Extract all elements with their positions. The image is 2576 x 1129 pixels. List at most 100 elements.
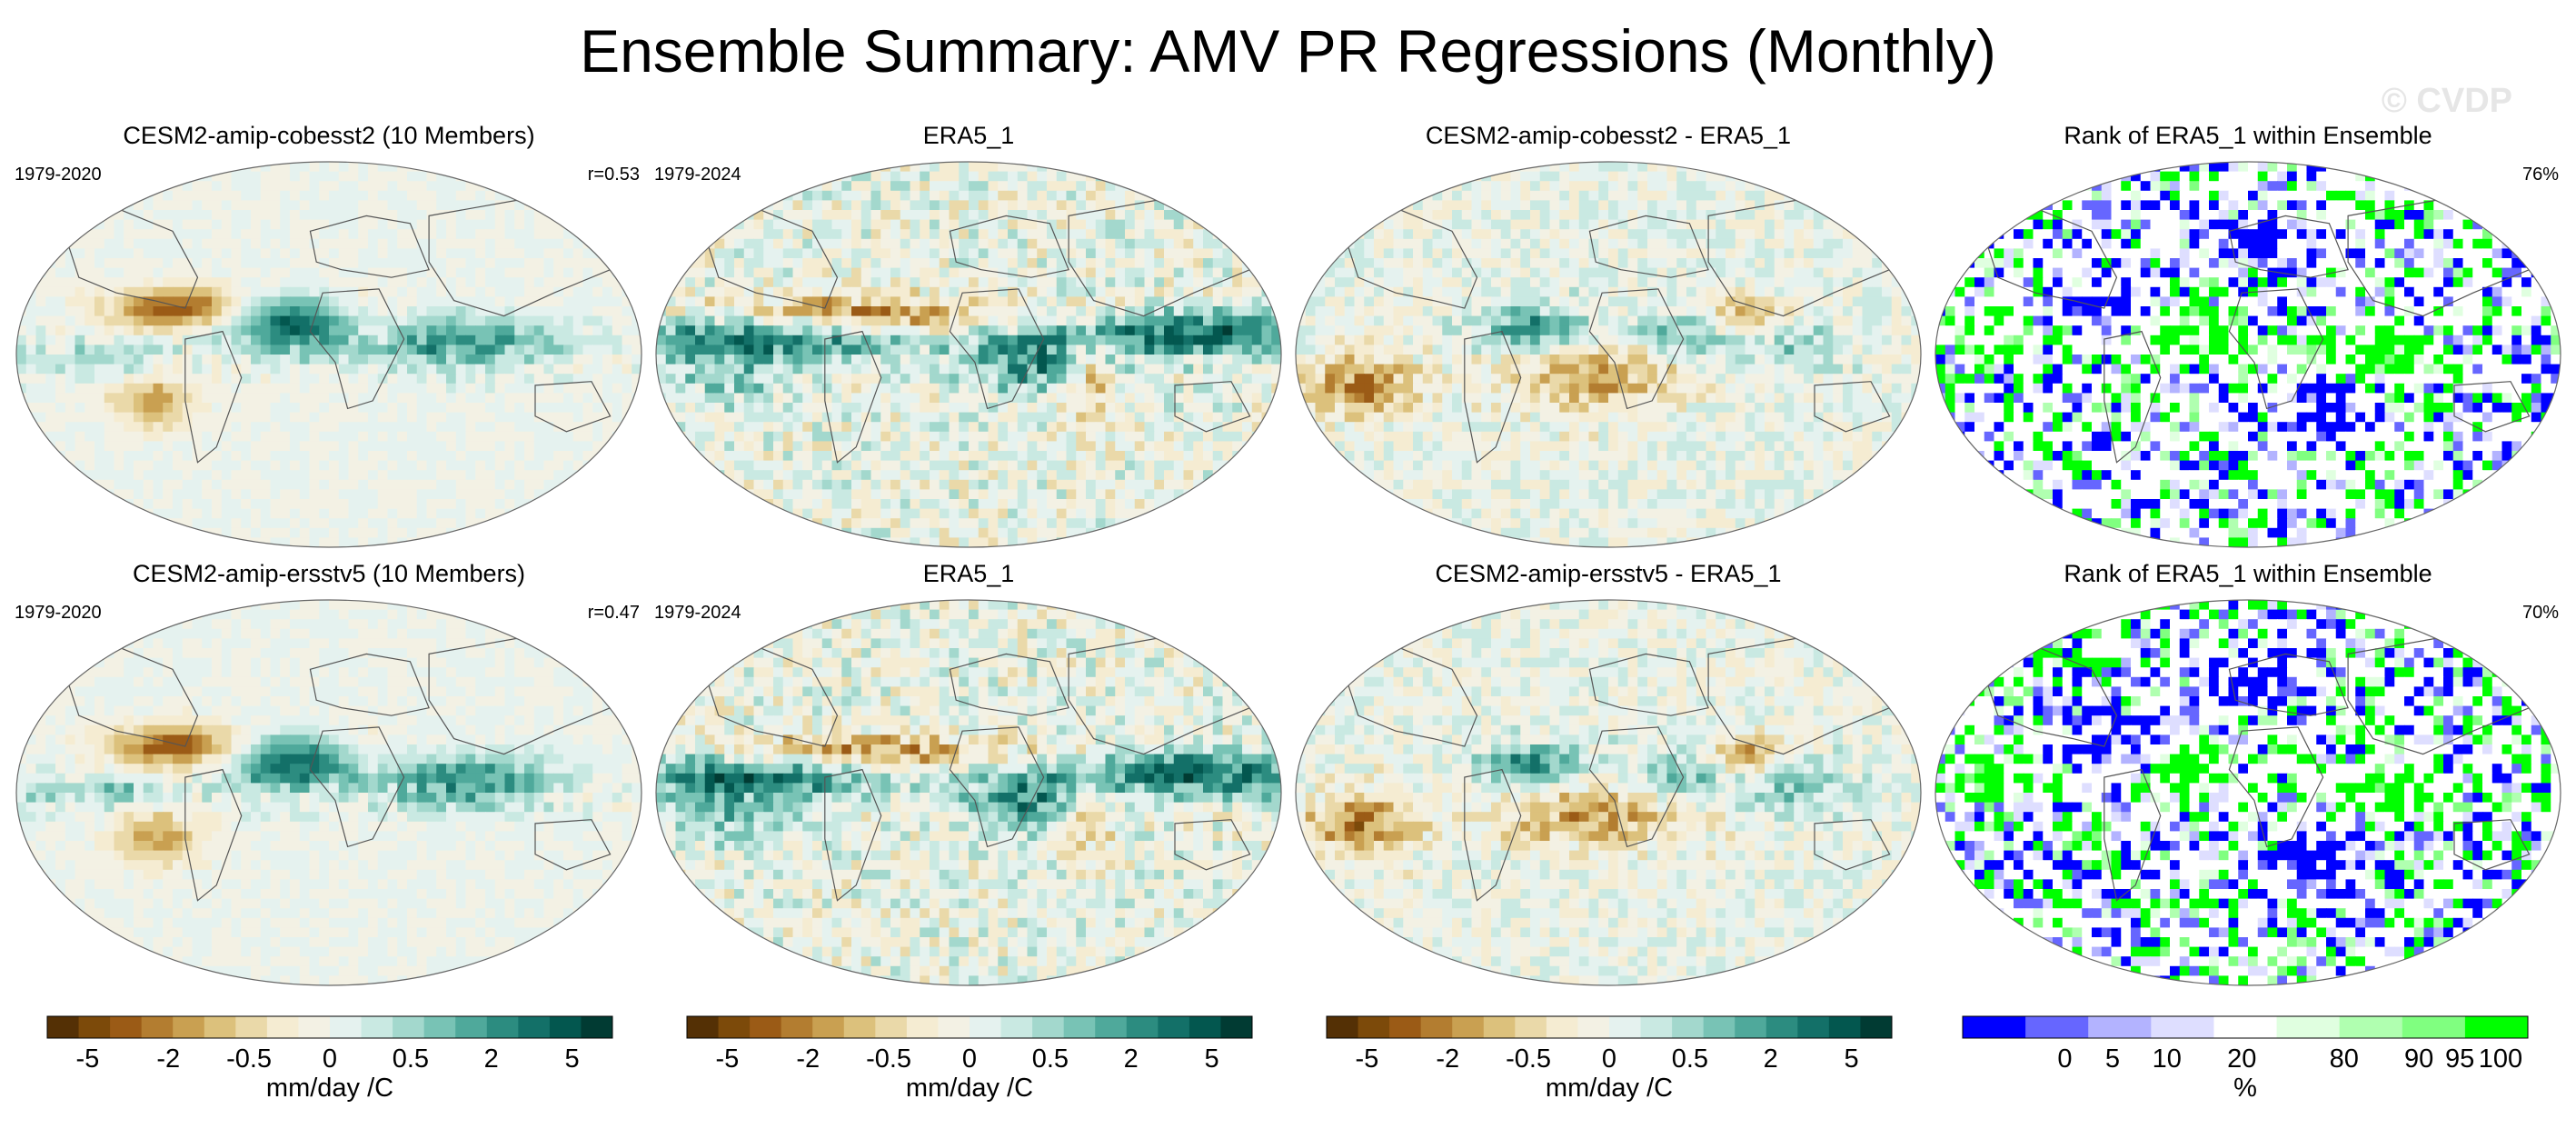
- map-cell: [35, 325, 46, 336]
- map-cell: [612, 210, 623, 221]
- map-cell: [25, 277, 37, 288]
- map-cell: [514, 248, 525, 259]
- map-cell: [900, 229, 911, 240]
- map-cell: [75, 451, 85, 462]
- map-cell: [1115, 383, 1126, 394]
- map-cell: [290, 238, 301, 249]
- map-cell: [582, 537, 593, 547]
- map-cell: [860, 374, 872, 385]
- map-cell: [1037, 518, 1048, 529]
- map-cell: [377, 258, 389, 269]
- map-cell: [348, 364, 359, 375]
- map-cell: [1066, 345, 1077, 355]
- map-cell: [773, 403, 784, 414]
- map-cell: [134, 422, 144, 433]
- map-cell: [358, 162, 369, 173]
- map-cell: [65, 296, 76, 307]
- map-cell: [436, 518, 447, 529]
- map-cell: [1105, 470, 1116, 481]
- map-cell: [1242, 210, 1253, 221]
- map-cell: [270, 171, 281, 182]
- map-cell: [221, 190, 233, 201]
- map-cell: [773, 412, 784, 423]
- map-cell: [1154, 171, 1165, 182]
- map-cell: [632, 219, 642, 230]
- map-cell: [1115, 431, 1126, 442]
- map-cell: [221, 296, 233, 307]
- map-cell: [465, 162, 476, 173]
- map-cell: [656, 451, 667, 462]
- map-cell: [329, 277, 340, 288]
- map-cell: [524, 403, 535, 414]
- map-cell: [753, 345, 764, 355]
- map-cell: [1203, 306, 1214, 317]
- map-cell: [792, 431, 803, 442]
- map-cell: [743, 508, 755, 519]
- map-cell: [734, 374, 745, 385]
- map-cell: [1242, 499, 1253, 510]
- map-cell: [397, 315, 408, 326]
- map-cell: [988, 431, 999, 442]
- map-cell: [1115, 393, 1126, 404]
- map-cell: [553, 315, 564, 326]
- map-cell: [85, 374, 95, 385]
- map-cell: [1017, 518, 1029, 529]
- map-cell: [880, 499, 891, 510]
- map-cell: [1066, 315, 1077, 326]
- map-cell: [202, 479, 213, 490]
- map-cell: [465, 258, 476, 269]
- map-cell: [714, 479, 725, 490]
- map-cell: [1212, 364, 1224, 375]
- map-cell: [1251, 315, 1263, 326]
- map-cell: [455, 403, 467, 414]
- map-cell: [1242, 335, 1253, 345]
- map-cell: [251, 258, 262, 269]
- map-cell: [524, 296, 535, 307]
- map-cell: [212, 296, 223, 307]
- map-cell: [329, 374, 340, 385]
- map-cell: [524, 412, 535, 423]
- map-cell: [782, 335, 794, 345]
- map-cell: [1027, 162, 1038, 173]
- map-cell: [622, 306, 632, 317]
- map-cell: [675, 451, 686, 462]
- map-cell: [309, 181, 320, 192]
- map-cell: [104, 171, 115, 182]
- map-cell: [25, 508, 37, 519]
- map-cell: [1047, 403, 1058, 414]
- map-cell: [900, 181, 911, 192]
- map-cell: [930, 412, 940, 423]
- map-cell: [572, 470, 584, 481]
- map-cell: [582, 296, 593, 307]
- map-cell: [724, 345, 735, 355]
- map-cell: [920, 210, 930, 221]
- map-cell: [1008, 258, 1019, 269]
- map-cell: [1066, 248, 1077, 259]
- map-cell: [553, 393, 564, 404]
- map-cell: [763, 345, 774, 355]
- map-cell: [998, 431, 1009, 442]
- map-cell: [1047, 219, 1058, 230]
- map-cell: [416, 335, 428, 345]
- map-cell: [1076, 422, 1087, 433]
- map-cell: [969, 431, 980, 442]
- map-cell: [124, 460, 134, 471]
- map-cell: [802, 403, 813, 414]
- map-cell: [221, 219, 233, 230]
- map-cell: [387, 190, 398, 201]
- map-cell: [163, 219, 174, 230]
- map-cell: [724, 508, 735, 519]
- map-cell: [1144, 325, 1155, 336]
- map-cell: [812, 286, 823, 297]
- map-cell: [475, 315, 486, 326]
- map-cell: [338, 441, 350, 452]
- map-cell: [1232, 422, 1243, 433]
- map-cell: [685, 345, 696, 355]
- map-cell: [426, 335, 437, 345]
- map-cell: [802, 345, 813, 355]
- map-cell: [114, 403, 124, 414]
- map-cell: [841, 403, 852, 414]
- map-cell: [572, 441, 584, 452]
- map-cell: [397, 171, 408, 182]
- map-cell: [1154, 499, 1165, 510]
